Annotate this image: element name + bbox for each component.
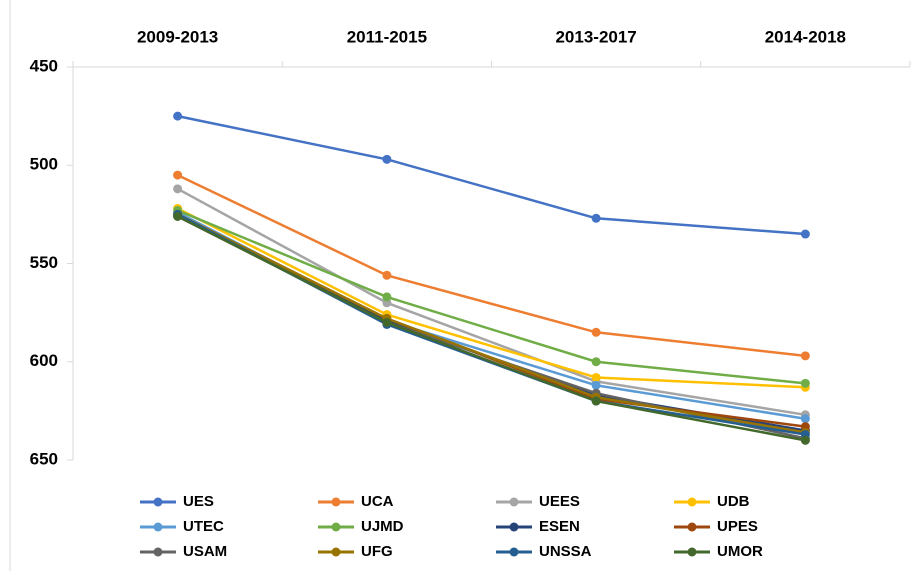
x-tick-label: 2014-2018 xyxy=(765,27,846,46)
legend-marker xyxy=(331,497,341,507)
point xyxy=(382,292,392,302)
point xyxy=(591,213,601,223)
point xyxy=(173,170,183,180)
legend-marker xyxy=(509,497,519,507)
point xyxy=(591,327,601,337)
legend-marker xyxy=(687,547,697,557)
series-line xyxy=(177,207,806,389)
legend-label: UES xyxy=(183,493,214,510)
series-line xyxy=(177,213,806,436)
series-line xyxy=(177,213,806,434)
series-line xyxy=(177,187,806,417)
point xyxy=(800,351,810,361)
legend-marker xyxy=(153,522,163,532)
point xyxy=(591,380,601,390)
legend-marker xyxy=(331,547,341,557)
legend-marker xyxy=(687,497,697,507)
x-tick-label: 2011-2015 xyxy=(347,27,427,46)
point xyxy=(591,357,601,367)
legend-label: UMOR xyxy=(717,543,763,560)
point xyxy=(382,154,392,164)
y-tick-label: 550 xyxy=(30,253,58,272)
point xyxy=(591,372,601,382)
y-tick-label: 450 xyxy=(30,56,58,75)
legend-label: UTEC xyxy=(183,518,224,535)
point xyxy=(173,111,183,121)
point xyxy=(800,378,810,388)
series-line xyxy=(177,215,806,442)
y-tick-label: 500 xyxy=(30,155,58,174)
legend-label: UPES xyxy=(717,518,758,535)
legend-marker xyxy=(687,522,697,532)
series-line xyxy=(177,173,806,358)
legend-marker xyxy=(331,522,341,532)
x-tick-label: 2009-2013 xyxy=(137,27,218,46)
point xyxy=(173,184,183,194)
legend-label: UJMD xyxy=(361,518,404,535)
point xyxy=(800,435,810,445)
series-line xyxy=(177,114,806,236)
legend-label: UEES xyxy=(539,493,580,510)
series-line xyxy=(177,213,806,428)
point xyxy=(382,317,392,327)
series-line xyxy=(177,209,806,385)
point xyxy=(800,229,810,239)
legend-marker xyxy=(153,547,163,557)
legend-marker xyxy=(509,547,519,557)
series-line xyxy=(177,213,806,432)
y-tick-label: 650 xyxy=(30,449,58,468)
legend-label: UCA xyxy=(361,493,394,510)
legend-label: ESEN xyxy=(539,518,580,535)
legend-label: UFG xyxy=(361,543,393,560)
legend-label: USAM xyxy=(183,543,227,560)
legend-marker xyxy=(509,522,519,532)
legend-label: UDB xyxy=(717,493,750,510)
point xyxy=(591,396,601,406)
series-line xyxy=(177,211,806,420)
x-tick-label: 2013-2017 xyxy=(555,27,636,46)
legend-label: UNSSA xyxy=(539,543,592,560)
y-tick-label: 600 xyxy=(30,351,58,370)
point xyxy=(382,270,392,280)
point xyxy=(800,414,810,424)
legend-marker xyxy=(153,497,163,507)
point xyxy=(173,211,183,221)
